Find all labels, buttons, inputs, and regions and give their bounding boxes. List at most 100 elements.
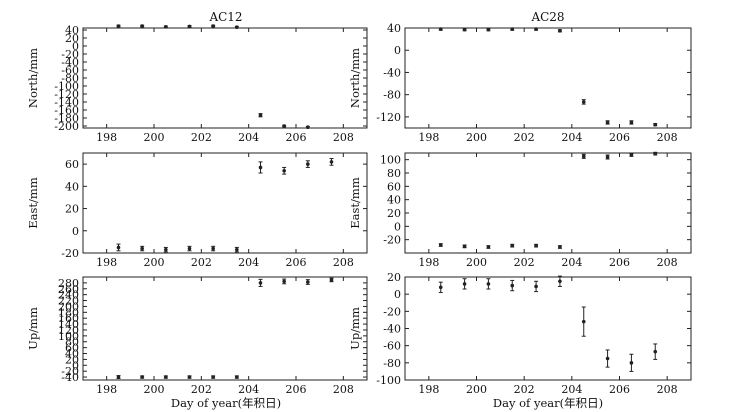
y-tick-label: 100	[58, 330, 79, 343]
data-point	[605, 349, 610, 368]
x-tick-label: 208	[333, 256, 354, 269]
x-tick-label: 198	[418, 131, 439, 144]
x-tick-label: 200	[466, 383, 487, 396]
y-tick-label: 0	[394, 44, 401, 57]
y-tick-label: 80	[387, 167, 401, 180]
point-marker	[438, 243, 443, 247]
y-tick-label: 80	[65, 336, 79, 349]
data-point	[305, 279, 310, 285]
data-point	[282, 278, 287, 285]
x-tick-label: 200	[466, 131, 487, 144]
y-tick-label: 180	[58, 306, 79, 319]
point-marker	[534, 284, 538, 289]
point-marker	[510, 243, 515, 248]
point-marker	[258, 165, 263, 170]
x-tick-label: 206	[286, 256, 307, 269]
data-point	[534, 27, 539, 31]
y-tick-label: 140	[58, 318, 79, 331]
plot-frame	[82, 152, 368, 254]
point-marker	[462, 27, 467, 32]
plot-frame	[82, 276, 368, 381]
data-point	[581, 153, 586, 159]
y-axis-label: East/mm	[26, 177, 40, 229]
x-tick-label: 206	[609, 131, 630, 144]
point-marker	[534, 243, 538, 248]
data-point	[534, 280, 539, 293]
point-marker	[462, 244, 467, 249]
data-point	[187, 375, 192, 379]
y-tick-label: -40	[383, 323, 401, 336]
data-point	[438, 27, 443, 31]
point-marker	[653, 122, 658, 127]
y-tick-label: -40	[61, 56, 79, 69]
y-tick-label: -20	[61, 365, 79, 378]
point-marker	[438, 285, 443, 290]
y-tick-label: 0	[394, 288, 401, 301]
point-marker	[438, 27, 443, 31]
y-tick-label: -40	[383, 66, 401, 79]
x-tick-label: 208	[657, 383, 678, 396]
point-marker	[187, 24, 192, 29]
x-tick-label: 198	[418, 256, 439, 269]
point-marker	[282, 124, 286, 128]
data-point	[140, 245, 145, 252]
panel-1: 198 200 202 204 206 208-200-180-160-140-120-1…	[26, 24, 368, 144]
y-tick-label: -20	[383, 234, 401, 247]
x-tick-label: 202	[191, 256, 212, 269]
point-marker	[258, 281, 263, 285]
y-axis-label: North/mm	[348, 48, 362, 108]
data-point	[187, 24, 192, 29]
point-marker	[486, 27, 491, 32]
point-marker	[211, 246, 215, 251]
y-tick-label: 100	[380, 154, 401, 167]
data-point	[116, 243, 121, 252]
data-point	[116, 375, 121, 380]
point-marker	[306, 125, 310, 129]
y-tick-label: 0	[394, 220, 401, 233]
data-point	[163, 375, 168, 379]
x-tick-label: 206	[286, 383, 307, 396]
x-tick-label: 204	[561, 383, 582, 396]
data-point	[486, 278, 491, 290]
x-tick-label: 204	[561, 131, 582, 144]
point-marker	[629, 153, 634, 157]
y-tick-label: 20	[65, 32, 79, 45]
x-tick-label: 208	[333, 383, 354, 396]
data-point	[258, 161, 263, 174]
data-point	[653, 343, 658, 360]
data-point	[629, 120, 634, 125]
x-tick-label: 200	[144, 131, 165, 144]
data-point	[629, 353, 634, 372]
point-marker	[629, 361, 634, 365]
panel-6: 198 200 202 204 206 208 -100 -80 -60 -40 -20 0 20 Up/…	[348, 271, 692, 396]
panel-3: 198 200 202 204 206 208 -20 0 20 40 60 East/mm	[26, 152, 368, 269]
y-tick-label: -20	[61, 247, 79, 260]
point-marker	[306, 280, 310, 284]
data-point	[211, 375, 216, 379]
y-tick-label: 160	[58, 312, 79, 325]
data-point	[258, 113, 263, 118]
x-tick-label: 206	[609, 383, 630, 396]
data-point	[510, 279, 515, 292]
y-tick-label: -200	[54, 120, 79, 133]
data-point	[282, 166, 287, 175]
y-tick-label: 120	[58, 324, 79, 337]
x-tick-label: 198	[96, 131, 117, 144]
point-marker	[510, 27, 515, 31]
data-point	[462, 27, 467, 32]
y-axis-label: East/mm	[348, 177, 362, 229]
x-tick-label: 202	[514, 383, 535, 396]
data-point	[462, 278, 467, 290]
y-tick-label: 0	[72, 225, 79, 238]
plot-frame	[404, 152, 692, 254]
point-marker	[116, 245, 121, 250]
data-point	[534, 243, 539, 248]
data-point	[653, 151, 658, 156]
y-tick-label: -100	[376, 374, 401, 387]
x-tick-label: 208	[657, 256, 678, 269]
point-marker	[140, 246, 144, 251]
y-tick-label: 240	[58, 289, 79, 302]
data-point	[557, 245, 562, 249]
y-tick-label: 60	[387, 180, 401, 193]
